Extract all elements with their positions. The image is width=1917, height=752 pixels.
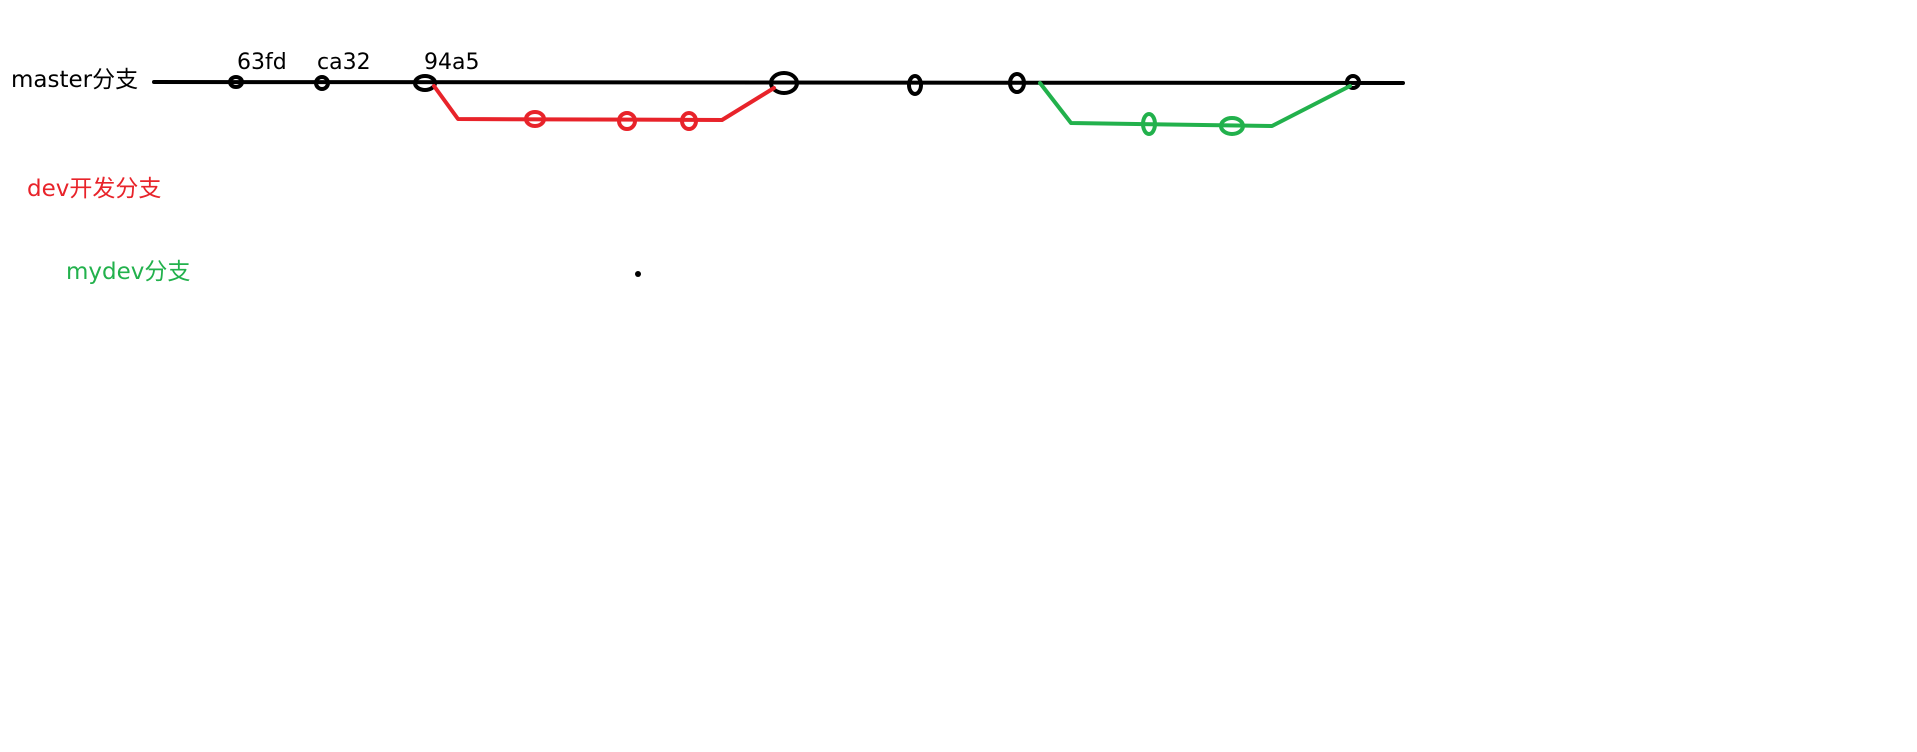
mydev-commit [1219,116,1245,136]
commit-label-63fd: 63fd [237,50,287,75]
master-commit-merge-dev [769,71,799,95]
stray-dot [635,271,641,277]
dev-commit [617,111,637,131]
master-branch-line [152,80,1405,85]
mydev-branch [1038,81,1352,136]
master-branch: 63fd ca32 94a5 [152,50,1405,96]
master-commit-ca32 [314,75,330,91]
master-branch-label: master分支 [11,67,138,93]
dev-commit [524,110,546,128]
dev-branch-label: dev开发分支 [27,176,161,202]
mydev-branch-label: mydev分支 [66,259,190,285]
master-commit [1008,72,1026,94]
mydev-branch-line [1038,81,1352,128]
commit-label-94a5: 94a5 [424,50,479,75]
master-commit-63fd [228,75,244,89]
dev-branch-line [432,84,776,122]
dev-branch [432,84,776,131]
master-commit-94a5 [413,74,437,92]
mydev-commit [1141,112,1157,136]
master-commit [907,74,923,96]
commit-label-ca32: ca32 [317,50,371,75]
dev-commit [680,111,698,131]
master-commit-merge-mydev [1345,74,1361,90]
